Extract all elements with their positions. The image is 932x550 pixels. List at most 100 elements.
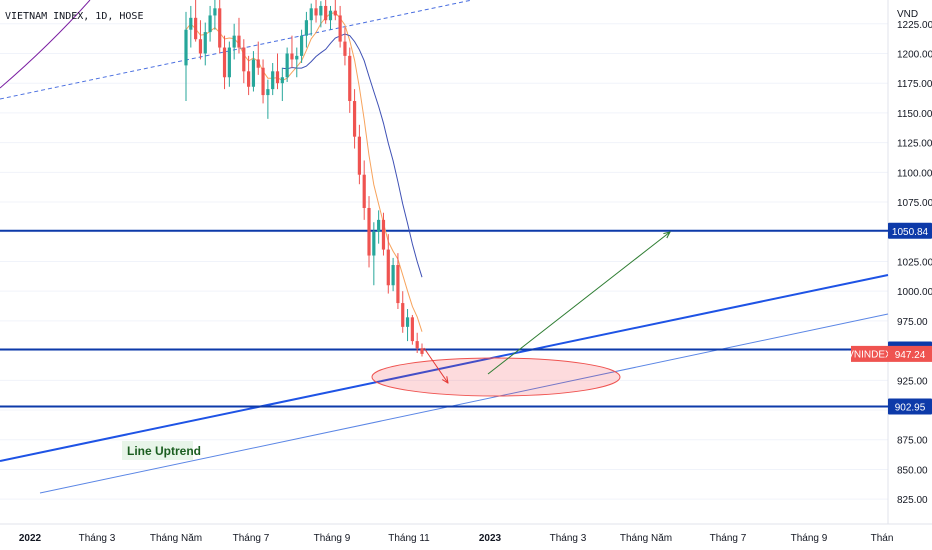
y-tick-label: 1200.00 (897, 49, 932, 60)
y-tick-label: 925.00 (897, 376, 928, 387)
dotted-channel-line (0, 0, 473, 100)
candle-body (391, 265, 395, 286)
y-tick-label: 1175.00 (897, 79, 932, 90)
up-arrow (487, 232, 670, 375)
symbol-tag (851, 345, 888, 362)
projection-arrows (423, 232, 670, 383)
last-price-tag (888, 345, 932, 362)
x-tick-label: Tháng 7 (233, 533, 270, 544)
x-tick-label: Tháng Năm (620, 533, 672, 544)
last-price-tag-text: 947.24 (895, 350, 926, 361)
candle-body (343, 41, 347, 56)
candle-body (304, 20, 309, 36)
x-tick-label: Tháng 3 (550, 533, 587, 544)
candle-body (309, 8, 313, 21)
candle-body (401, 303, 405, 327)
x-tick-label: Tháng 11 (388, 533, 430, 544)
candle-body (377, 219, 381, 232)
candle-body (410, 317, 414, 342)
support-zone (371, 357, 621, 397)
candle-body (227, 47, 231, 78)
y-tick-label: 975.00 (897, 317, 928, 328)
long-ma-line (0, 0, 91, 89)
candle-body (222, 47, 227, 78)
y-tick-label: 825.00 (897, 495, 928, 506)
ma-slow-line (282, 33, 423, 278)
currency-label: VND (897, 9, 918, 20)
trendlines (0, 0, 889, 494)
candle-body (386, 249, 390, 286)
down-arrow (423, 347, 448, 383)
x-tick-label: Tháng 9 (314, 533, 351, 544)
candle-body (338, 15, 342, 42)
candle-body (328, 10, 333, 21)
candle-body (189, 17, 193, 30)
symbol-tag-text: VNINDEX (847, 349, 892, 360)
x-tick-label: Thán (871, 533, 894, 544)
candle-body (203, 32, 207, 54)
candle-body (319, 5, 323, 16)
candle-body (333, 10, 337, 16)
symbol-title: VIETNAM INDEX, 1D, HOSE (5, 11, 143, 22)
level-tag (888, 222, 932, 239)
y-tick-label: 1150.00 (897, 109, 932, 120)
time-axis[interactable]: 2022 Tháng 3 Tháng Năm Tháng 7 Tháng 9 Tháng … (19, 533, 894, 544)
candle-body (184, 29, 188, 66)
uptrend-line-lower (39, 313, 889, 494)
candle-body (275, 71, 280, 84)
candle-body (295, 55, 299, 60)
candle-body (242, 47, 246, 72)
candle-body (256, 59, 260, 68)
level-tag-text: 1050.84 (892, 227, 929, 238)
annotation-box (122, 441, 193, 460)
level-tag (888, 398, 932, 415)
x-tick-label: 2022 (19, 533, 42, 544)
candles (184, 0, 424, 357)
candle-body (299, 35, 304, 56)
y-tick-label: 1025.00 (897, 257, 932, 268)
level-tag-text: 902.95 (895, 403, 926, 414)
candle-body (271, 71, 275, 90)
y-tick-label: 875.00 (897, 436, 928, 447)
candle-body (352, 101, 357, 137)
candle-body (247, 71, 251, 87)
annotations: VIETNAM INDEX, 1D, HOSE Line Uptrend (5, 11, 201, 460)
candle-body (213, 8, 217, 16)
candle-body (261, 67, 265, 96)
candle-body (381, 219, 386, 250)
candle-body (218, 8, 222, 48)
candle-body (324, 5, 328, 21)
candle-body (251, 59, 256, 87)
candle-body (348, 55, 352, 102)
x-tick-label: Tháng 3 (79, 533, 116, 544)
candle-body (415, 341, 419, 349)
candle-body (266, 89, 270, 96)
x-tick-label: 2023 (479, 533, 502, 544)
candle-body (232, 35, 236, 48)
candle-body (314, 8, 318, 16)
candle-body (285, 53, 289, 78)
candle-body (372, 231, 376, 256)
y-tick-label: 1100.00 (897, 168, 932, 179)
y-tick-label: 1225.00 (897, 20, 932, 31)
annotation-text: Line Uptrend (127, 444, 201, 458)
candle-body (420, 348, 424, 354)
x-tick-label: Tháng Năm (150, 533, 202, 544)
price-levels (0, 229, 888, 408)
candle-body (198, 39, 203, 54)
y-tick-label: 850.00 (897, 465, 928, 476)
candle-body (194, 17, 198, 40)
candle-body (405, 317, 410, 327)
candle-body (367, 207, 371, 256)
x-tick-label: Tháng 9 (791, 533, 828, 544)
x-tick-label: Tháng 7 (710, 533, 747, 544)
y-tick-label: 1000.00 (897, 287, 932, 298)
candle-body (290, 53, 294, 60)
y-tick-label: 1125.00 (897, 139, 932, 150)
candle-body (396, 265, 400, 304)
candle-body (237, 35, 241, 48)
